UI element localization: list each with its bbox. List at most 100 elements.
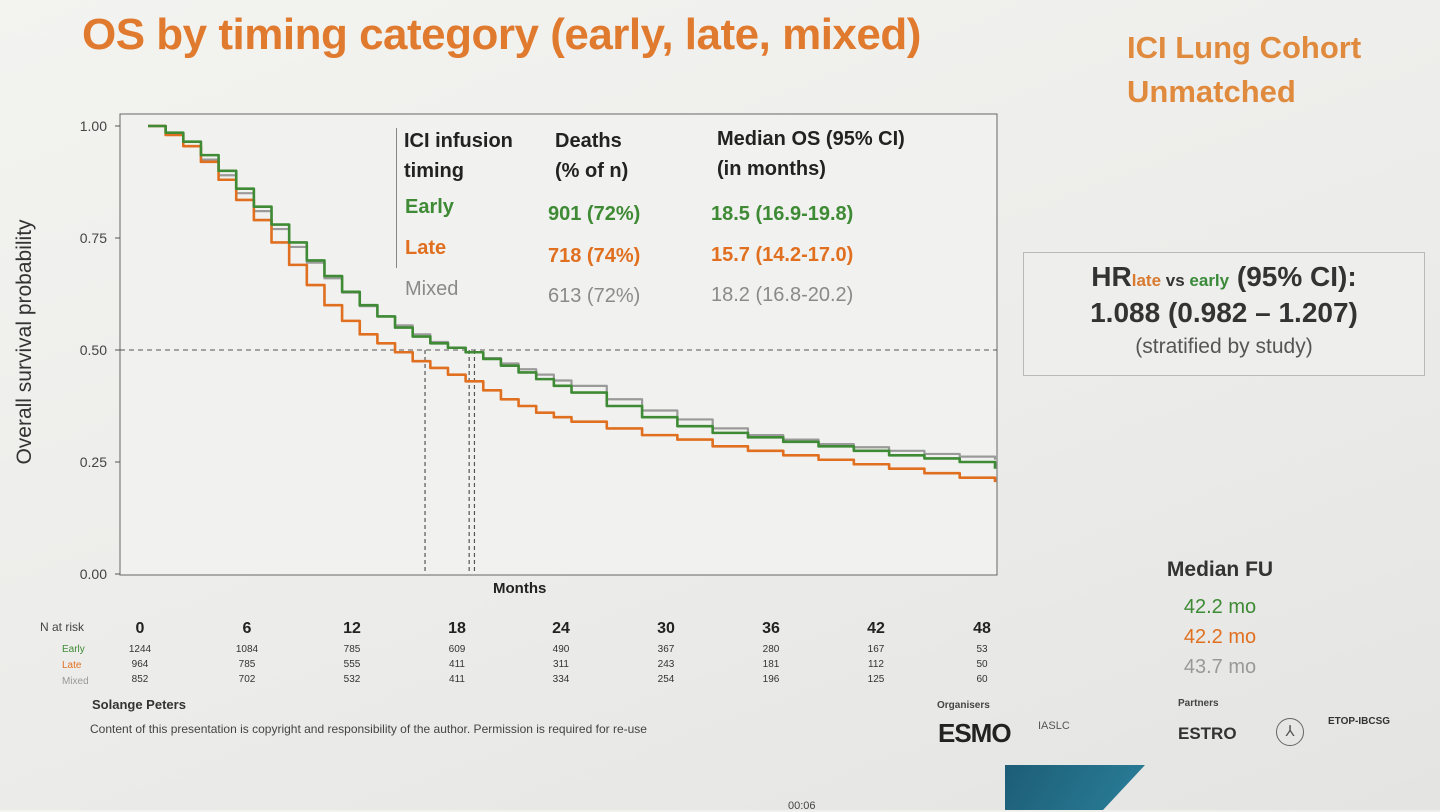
risk-time-42: 42: [867, 620, 885, 637]
legend-divider: [396, 128, 397, 268]
header-timing-1: ICI infusion: [404, 130, 513, 152]
group-mixed: Mixed: [405, 278, 459, 300]
plot-axes: 0.00 0.25 0.50 0.75 1.00: [80, 118, 120, 582]
hr-sub-vs: vs: [1161, 271, 1190, 290]
risk-time-6: 6: [242, 620, 252, 637]
risk-time-18: 18: [448, 620, 466, 637]
risk-early-0: 1244: [128, 644, 152, 655]
partner-emblem-icon: ⅄: [1276, 718, 1304, 746]
plot-frame: [119, 113, 998, 576]
risk-label-mixed: Mixed: [62, 676, 89, 687]
partners-label: Partners: [1178, 698, 1219, 709]
curve-early: [148, 124, 997, 469]
risk-mixed-0: 852: [131, 674, 149, 685]
header-deaths-1: Deaths: [555, 130, 622, 152]
median-early: 18.5 (16.9-19.8): [711, 203, 854, 225]
fu-early: 42.2 mo: [1183, 596, 1257, 618]
hazard-ratio-box: HRlate vs early (95% CI): 1.088 (0.982 –…: [1023, 252, 1425, 376]
risk-mixed-48: 60: [976, 674, 988, 685]
risk-mixed-12: 532: [343, 674, 361, 685]
risk-time-36: 36: [762, 620, 780, 637]
y-tick-label-2: 0.50: [80, 342, 107, 358]
group-early: Early: [405, 196, 454, 218]
cohort-label: ICI Lung Cohort Unmatched: [1127, 26, 1361, 114]
risk-late-12: 555: [343, 659, 361, 670]
risk-col-24: 24 490 311 334: [531, 620, 591, 687]
risk-col-36: 36 280 181 196: [741, 620, 801, 687]
risk-col-48: 48 53 50 60: [952, 620, 1012, 687]
risk-late-42: 112: [868, 659, 884, 670]
legend-header-median: Median OS (95% CI) (in months): [717, 124, 905, 184]
risk-early-42: 167: [867, 644, 885, 655]
hr-label: HRlate vs early (95% CI):: [1024, 261, 1424, 293]
risk-mixed-18: 411: [449, 674, 465, 685]
risk-mixed-42: 125: [867, 674, 885, 685]
x-axis-title: Months: [493, 580, 547, 597]
risk-col-12: 12 785 555 532: [322, 620, 382, 687]
risk-label-early: Early: [62, 644, 85, 655]
risk-mixed-36: 196: [762, 674, 780, 685]
survival-curves: [148, 124, 997, 483]
y-tick-label-1: 0.25: [80, 454, 107, 470]
risk-late-18: 411: [449, 659, 465, 670]
timestamp: 00:06: [788, 800, 816, 812]
y-tick-label-4: 1.00: [80, 118, 107, 134]
hr-value: 1.088 (0.982 – 1.207): [1090, 297, 1358, 328]
page-title: OS by timing category (early, late, mixe…: [82, 10, 921, 59]
risk-time-0: 0: [135, 620, 145, 637]
fu-mixed: 43.7 mo: [1183, 656, 1257, 678]
risk-time-30: 30: [657, 620, 675, 637]
risk-late-24: 311: [553, 659, 569, 670]
copyright-note: Content of this presentation is copyrigh…: [90, 722, 647, 736]
median-mixed: 18.2 (16.8-20.2): [711, 284, 854, 306]
hr-note: (stratified by study): [1135, 335, 1313, 358]
deaths-early: 901 (72%): [548, 203, 641, 225]
fu-late: 42.2 mo: [1183, 626, 1257, 648]
median-followup: Median FU 42.2 mo 42.2 mo 43.7 mo: [1120, 558, 1320, 682]
y-tick-label-3: 0.75: [80, 230, 107, 246]
risk-mixed-6: 702: [238, 674, 256, 685]
hr-suffix: (95% CI):: [1229, 261, 1357, 292]
risk-late-6: 785: [238, 659, 256, 670]
author: Solange Peters: [92, 697, 186, 712]
hr-prefix: HR: [1091, 261, 1132, 292]
header-timing-2: timing: [404, 160, 464, 182]
fu-title: Median FU: [1166, 558, 1274, 581]
median-late: 15.7 (14.2-17.0): [711, 244, 854, 266]
risk-late-30: 243: [657, 659, 675, 670]
legend-header-timing: ICI infusion timing: [404, 126, 513, 186]
risk-early-36: 280: [762, 644, 780, 655]
iaslc-logo: IASLC: [1038, 720, 1070, 732]
group-late: Late: [405, 237, 447, 259]
legend-header-deaths: Deaths (% of n): [555, 126, 628, 186]
etop-logo: ETOP-IBCSG: [1328, 716, 1391, 727]
header-median-2: (in months): [717, 158, 826, 180]
y-tick-label-0: 0.00: [80, 566, 107, 582]
deaths-mixed: 613 (72%): [548, 285, 641, 307]
risk-late-48: 50: [976, 659, 988, 670]
risk-early-18: 609: [448, 644, 466, 655]
deaths-late: 718 (74%): [548, 245, 641, 267]
risk-label-late: Late: [62, 660, 82, 671]
header-deaths-2: (% of n): [555, 160, 629, 182]
cohort-line2: Unmatched: [1127, 74, 1296, 109]
risk-early-30: 367: [657, 644, 675, 655]
risk-mixed-30: 254: [657, 674, 675, 685]
risk-table-header: N at risk: [40, 620, 85, 634]
organisers-label: Organisers: [937, 700, 990, 711]
risk-mixed-24: 334: [552, 674, 570, 685]
esmo-logo: ESMO: [938, 718, 1012, 748]
hr-sub-late: late: [1131, 271, 1162, 290]
risk-col-6: 6 1084 785 702: [217, 620, 277, 687]
risk-col-0: 0 1244 964 852: [110, 620, 170, 687]
risk-time-12: 12: [343, 620, 361, 637]
risk-time-24: 24: [552, 620, 570, 637]
risk-late-36: 181: [762, 659, 780, 670]
estro-logo: ESTRO: [1178, 724, 1237, 743]
risk-early-12: 785: [343, 644, 361, 655]
risk-early-24: 490: [552, 644, 570, 655]
risk-early-6: 1084: [235, 644, 259, 655]
header-median-1: Median OS (95% CI): [717, 128, 905, 150]
curve-late: [148, 124, 997, 483]
